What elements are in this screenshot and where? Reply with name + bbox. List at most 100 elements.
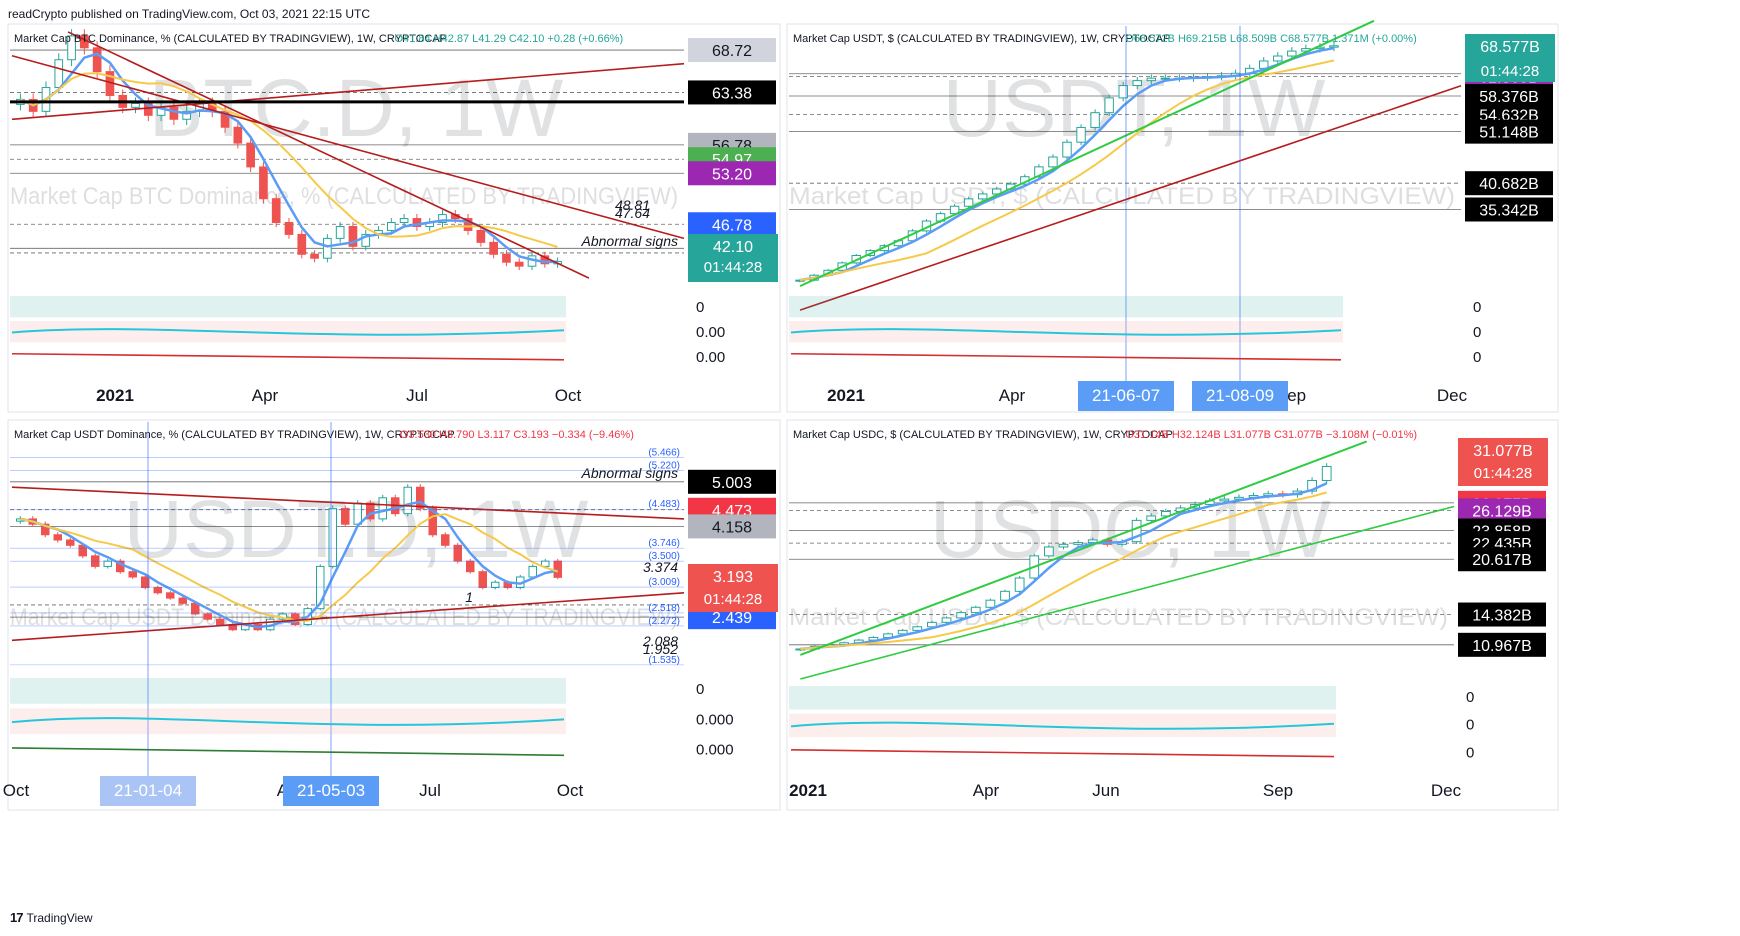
chart-header-title: Market Cap BTC Dominance, % (CALCULATED …: [14, 33, 447, 45]
candle: [103, 560, 112, 567]
x-axis-tick-label: Apr: [999, 386, 1026, 405]
indicator-axis-label: 0: [696, 299, 704, 316]
volume-oscillator-band: [10, 678, 566, 704]
momentum-line: [790, 328, 1342, 336]
chart-annotation: 1.952: [643, 641, 678, 657]
trend-strength-line: [11, 747, 565, 757]
panel-frame: [7, 419, 781, 811]
candle: [428, 507, 437, 536]
x-axis-tick-label: 2021: [827, 386, 865, 405]
candle: [466, 560, 475, 573]
candle: [992, 188, 1002, 195]
indicator-axis-label: 0: [1473, 299, 1481, 316]
volume-oscillator-band: [789, 296, 1343, 318]
price-axis-label-bg: [688, 514, 776, 539]
indicator-axis-label: 0: [696, 681, 704, 698]
panel-usdt-market-cap[interactable]: USDT, 1W Market Cap USDT, $ (CALCULATED B…: [786, 19, 1559, 413]
candle: [1273, 55, 1283, 62]
price-axis-label-bg: [1465, 119, 1553, 144]
publish-credit: readCrypto published on TradingView.com,…: [8, 7, 370, 21]
candle: [216, 618, 225, 625]
chart-annotation: Abnormal signs: [581, 465, 679, 481]
candle: [41, 523, 50, 536]
candle: [963, 198, 974, 207]
indicator-axis-label: 0: [1466, 689, 1474, 706]
price-axis-label-bg: [1458, 632, 1546, 657]
volume-oscillator-band: [10, 296, 566, 318]
trend-line: [11, 592, 685, 642]
candle: [131, 102, 140, 108]
panel-btc-dominance[interactable]: BTC.D, 1W Market Cap BTC Dominance, % (CA…: [7, 23, 781, 413]
indicator-axis-label: 0.00: [696, 324, 725, 341]
price-axis-label: 2.439: [712, 610, 752, 627]
current-price-bg: [688, 234, 778, 282]
tv-logo-icon: 17: [10, 910, 24, 925]
candle: [514, 261, 524, 267]
candle: [297, 233, 307, 255]
ma-slow-line: [799, 59, 1335, 282]
candle: [128, 571, 137, 578]
candle: [246, 142, 255, 168]
indicator-axis-label: 0: [1473, 349, 1481, 366]
candle: [416, 486, 425, 509]
date-marker-label: 21-01-04: [114, 781, 182, 800]
candle: [335, 225, 345, 239]
fib-level-note: (3.009): [648, 577, 680, 588]
candle: [178, 597, 187, 604]
candle: [67, 35, 76, 61]
chart-header-title: Market Cap USDT, $ (CALCULATED BY TRADIN…: [793, 33, 1170, 45]
candle: [259, 166, 268, 200]
candle: [1146, 515, 1157, 521]
candle: [1329, 45, 1339, 48]
price-axis-label: 63.38: [712, 85, 752, 102]
date-marker-label: 21-06-07: [1092, 386, 1160, 405]
x-axis-tick-label: 2021: [789, 781, 827, 800]
candle: [366, 502, 375, 520]
candle: [478, 571, 487, 589]
fib-level-note: (3.746): [648, 538, 680, 549]
price-axis-label: 5.003: [712, 475, 752, 492]
candle: [203, 613, 212, 620]
candle: [141, 576, 150, 589]
candle: [441, 534, 450, 546]
chart-annotation: 2.088: [642, 633, 678, 649]
x-axis-tick-label: Jun: [1092, 781, 1119, 800]
candle: [1073, 542, 1084, 545]
momentum-band: [10, 708, 566, 735]
candle: [1014, 577, 1025, 592]
panel-frame: [7, 23, 781, 413]
momentum-band: [10, 321, 566, 343]
trend-line: [11, 54, 685, 240]
bar-countdown-label: 01:44:28: [1481, 63, 1539, 80]
price-axis-label: 10.967B: [1472, 638, 1532, 655]
fib-level-note: (2.272): [648, 616, 680, 627]
x-axis-tick-label: 2021: [96, 386, 134, 405]
ma-slow-line: [19, 72, 558, 248]
x-axis-tick-label: Oct: [557, 781, 584, 800]
candle: [341, 507, 350, 525]
price-axis-label: 20.617B: [1472, 552, 1532, 569]
candle: [412, 218, 422, 227]
price-axis-label-bg: [688, 212, 776, 237]
candle: [1146, 77, 1157, 82]
indicator-axis-label: 0.00: [696, 349, 725, 366]
candle: [927, 621, 937, 628]
price-axis-label: 58.376B: [1479, 89, 1539, 106]
candle: [182, 110, 192, 120]
trend-line: [67, 31, 590, 279]
indicator-axis-label: 0: [1466, 744, 1474, 761]
candle: [453, 544, 462, 562]
current-price-label: 31.077B: [1473, 443, 1533, 460]
date-marker-pill: [283, 776, 379, 806]
candle: [1118, 85, 1128, 99]
candle: [977, 193, 988, 200]
x-axis-tick-label: Jul: [406, 386, 428, 405]
candle: [1160, 511, 1171, 517]
chart-annotation: Abnormal signs: [581, 233, 679, 249]
candle: [1131, 519, 1142, 543]
candle: [970, 606, 981, 614]
panel-frame: [786, 419, 1559, 811]
